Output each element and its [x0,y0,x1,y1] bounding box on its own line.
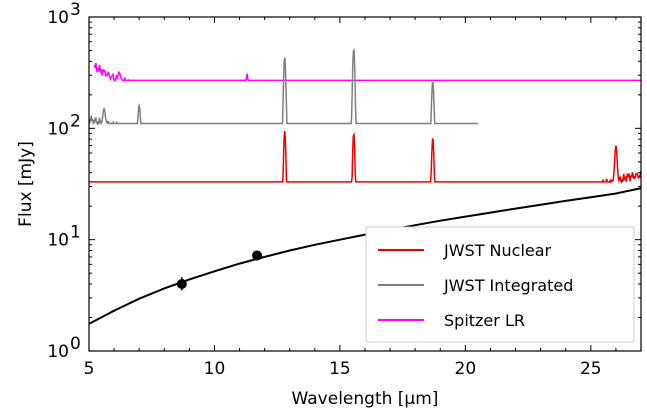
x-axis-title: Wavelength [μm] [292,389,439,409]
series-line-jwst-integrated [89,47,478,126]
legend-label-spitzer-lr: Spitzer LR [444,311,525,330]
series-line-jwst-nuclear [89,130,641,184]
x-tick-label-5: 5 [84,359,95,379]
legend: JWST Nuclear JWST Integrated Spitzer LR [365,226,635,343]
x-tick-label-10: 10 [204,359,226,379]
x-tick-label-15: 15 [329,359,351,379]
legend-label-jwst-nuclear: JWST Nuclear [443,241,552,260]
y-tick-exponent-1000: 3 [70,0,81,20]
data-point-0 [176,278,187,289]
y-axis-title: Flux [mJy] [16,141,36,227]
y-tick-label-1: 10 [47,342,69,362]
data-point-1 [252,250,263,261]
y-tick-exponent-1: 0 [70,334,81,354]
y-tick-label-100: 10 [47,119,69,139]
series-line-spitzer-lr [93,62,641,83]
y-tick-exponent-10: 1 [70,223,81,243]
x-tick-label-20: 20 [455,359,477,379]
legend-label-jwst-integrated: JWST Integrated [443,276,573,295]
y-tick-label-1000: 10 [47,8,69,28]
legend-box [365,226,635,343]
y-tick-label-10: 10 [47,231,69,251]
y-tick-exponent-100: 2 [70,111,81,131]
series-layer [89,47,641,325]
x-tick-label-25: 25 [580,359,602,379]
